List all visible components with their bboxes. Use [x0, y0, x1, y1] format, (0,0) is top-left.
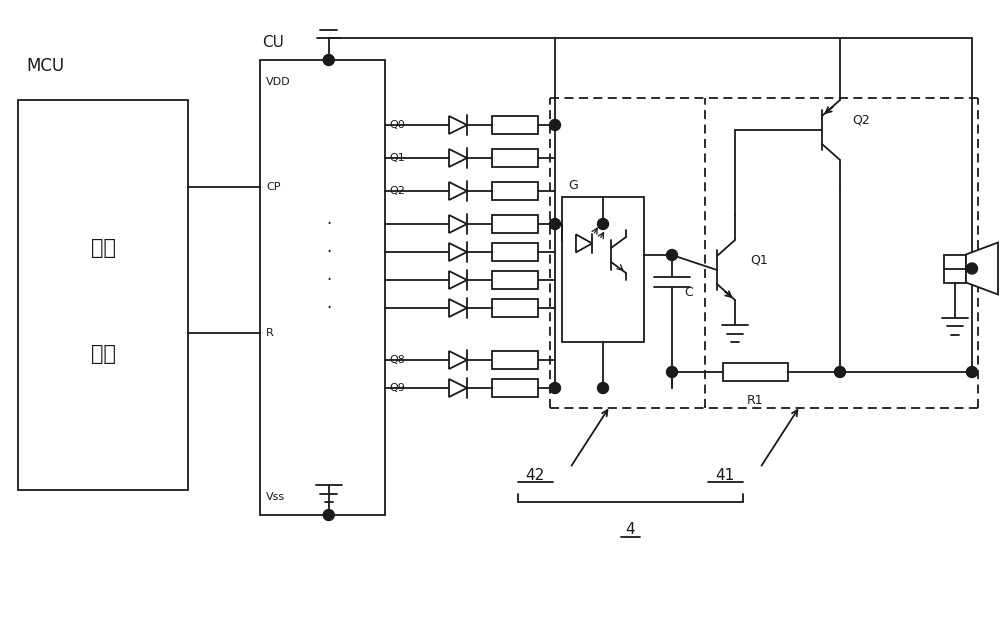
Polygon shape [449, 243, 467, 261]
Text: Q1: Q1 [750, 253, 768, 266]
Text: Q8: Q8 [389, 355, 405, 365]
Circle shape [550, 219, 560, 229]
Text: 4: 4 [626, 522, 635, 537]
Circle shape [666, 367, 678, 377]
Bar [562, 197, 644, 342]
Text: 芯片: 芯片 [90, 343, 116, 364]
Polygon shape [449, 149, 467, 167]
Bar [492, 182, 538, 200]
Bar [492, 271, 538, 289]
Text: 41: 41 [715, 467, 735, 483]
Bar [492, 351, 538, 369]
Text: CP: CP [266, 183, 280, 192]
Text: ·: · [326, 271, 331, 289]
Circle shape [323, 55, 334, 66]
Text: Q9: Q9 [389, 383, 405, 393]
Bar [492, 299, 538, 317]
Bar [492, 116, 538, 134]
Text: VDD: VDD [266, 77, 291, 87]
Text: 42: 42 [525, 467, 545, 483]
Bar [944, 255, 966, 282]
Bar [722, 363, 788, 381]
Text: 主控: 主控 [90, 238, 116, 258]
Circle shape [323, 510, 334, 520]
Polygon shape [449, 182, 467, 200]
Circle shape [834, 367, 846, 377]
Text: ·: · [326, 215, 331, 233]
Text: C: C [684, 287, 693, 299]
Text: Q2: Q2 [852, 113, 870, 127]
Text: G: G [568, 179, 578, 192]
Circle shape [666, 249, 678, 260]
Text: CU: CU [262, 35, 284, 50]
Text: Vss: Vss [266, 492, 285, 502]
Circle shape [550, 382, 560, 394]
Bar [492, 379, 538, 397]
Circle shape [550, 120, 560, 130]
Text: R1: R1 [747, 394, 763, 406]
Polygon shape [449, 351, 467, 369]
Text: R: R [266, 328, 274, 338]
Text: Q1: Q1 [389, 153, 405, 163]
Circle shape [598, 382, 608, 394]
Polygon shape [576, 234, 592, 253]
Text: ·: · [326, 243, 331, 261]
Polygon shape [449, 299, 467, 317]
Bar [492, 243, 538, 261]
Bar [18, 100, 188, 490]
Polygon shape [449, 116, 467, 134]
Polygon shape [449, 271, 467, 289]
Text: MCU: MCU [26, 57, 64, 75]
Text: ·: · [326, 299, 331, 317]
Circle shape [967, 367, 978, 377]
Circle shape [598, 219, 608, 229]
Text: Q2: Q2 [389, 186, 405, 196]
Bar [492, 215, 538, 233]
Bar [492, 149, 538, 167]
Polygon shape [449, 215, 467, 233]
Polygon shape [449, 379, 467, 397]
Polygon shape [966, 243, 998, 294]
Bar [260, 60, 385, 515]
Circle shape [967, 263, 978, 274]
Text: Q0: Q0 [389, 120, 405, 130]
